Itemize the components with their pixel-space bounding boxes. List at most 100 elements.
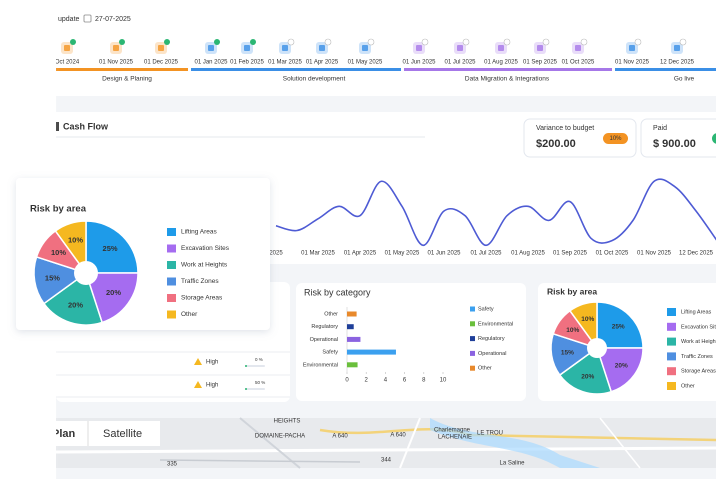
milestone-icon-glyph (208, 45, 214, 51)
kpi-value: $ 900.00 (653, 138, 696, 150)
milestone-date: 01 May 2025 (348, 60, 383, 66)
phase-bar (404, 68, 612, 71)
slice-label: 25% (612, 324, 625, 331)
milestone-icon-glyph (113, 45, 119, 51)
progress-track (245, 365, 265, 367)
floating-card: Risk by area 25% 20% 20% 15% 10%10% Lifting Ar… (16, 178, 270, 330)
x-tick-label: 12 Dec 2025 (679, 251, 714, 257)
legend-label: Other (681, 383, 695, 389)
milestone-date: Oct 2024 (55, 60, 80, 66)
legend-swatch (470, 350, 475, 356)
milestone-icon-glyph (498, 45, 504, 51)
pie-slice (595, 347, 644, 393)
slice-label: 20% (581, 373, 594, 380)
map-label: A 640 (390, 433, 406, 439)
legend-swatch (167, 277, 176, 286)
milestone-check (70, 39, 76, 45)
x-tick-label: 01 Jul 2025 (470, 251, 502, 257)
kpi-badge (603, 133, 628, 144)
milestone-date: 01 Nov 2025 (99, 60, 134, 66)
x-tick-label: 01 Oct 2025 (596, 251, 629, 257)
phase-label: Solution development (283, 76, 346, 83)
legend-swatch (167, 228, 176, 236)
slice-label: 15% (561, 349, 574, 356)
milestone-check (119, 39, 125, 45)
kpi-badge (712, 133, 716, 144)
x-tick-label: 0 (345, 378, 349, 384)
legend-swatch (667, 337, 676, 346)
progress-track (245, 388, 265, 390)
map-road (399, 417, 421, 469)
legend-swatch (167, 294, 176, 302)
legend-swatch (470, 365, 475, 371)
legend-label: Storage Areas (681, 369, 716, 375)
legend-label: Safety (478, 306, 494, 312)
pie-slice (568, 301, 598, 351)
category-label: Safety (322, 350, 338, 356)
phase-label: Data Migration & Integrations (465, 76, 550, 83)
progress-fill (245, 388, 247, 390)
x-tick-label: 01 Nov 2025 (637, 251, 672, 257)
map-label: A 640 (332, 434, 348, 440)
chart-title: Cash Flow (63, 121, 109, 131)
x-tick-label: 2 (365, 378, 369, 384)
risk-level: High (206, 383, 218, 389)
map-button[interactable]: Plan (52, 428, 76, 440)
milestone-icon-glyph (319, 45, 325, 51)
x-tick-label: 01 May 2025 (385, 251, 420, 257)
milestone-icon-glyph (629, 45, 635, 51)
x-tick-label: 8 (422, 378, 426, 384)
legend-label: Excavation Sites (181, 245, 230, 252)
x-tick-label: 01 Jun 2025 (427, 251, 461, 257)
legend-swatch (470, 321, 475, 327)
legend-swatch (167, 261, 176, 269)
risk-progress: 0 % (255, 357, 263, 362)
map-label: La Saline (499, 461, 525, 467)
map-road (239, 417, 301, 469)
milestone-check (164, 39, 170, 45)
legend-swatch (667, 308, 676, 316)
legend-swatch (667, 382, 676, 390)
milestone-icon-glyph (64, 45, 70, 51)
legend-swatch (167, 310, 176, 319)
legend-swatch (667, 367, 676, 376)
risk-progress: 50 % (255, 380, 265, 385)
cashflow-line (275, 178, 716, 247)
slice-label: 10% (51, 248, 66, 257)
category-label: Operational (310, 337, 338, 343)
update-date: 27-07-2025 (95, 16, 131, 23)
milestone-icon-glyph (575, 45, 581, 51)
pie-hole (587, 338, 607, 358)
map-road (56, 446, 716, 454)
legend-label: Traffic Zones (681, 354, 713, 360)
progress-fill (245, 365, 247, 367)
bar (347, 311, 357, 317)
x-tick-label: 10 (440, 378, 447, 384)
milestone-date: 01 Dec 2025 (144, 60, 179, 66)
chart-title: Risk by area (30, 204, 87, 215)
slice-label: 20% (68, 300, 83, 309)
map-label: LE TROU (477, 431, 503, 437)
legend-swatch (667, 322, 676, 331)
warning-icon (194, 358, 202, 365)
category-label: Regulatory (311, 324, 338, 330)
milestone-date: 01 Jul 2025 (444, 60, 476, 66)
milestone-icon-glyph (416, 45, 422, 51)
milestone-pending (542, 38, 550, 46)
legend-swatch (667, 352, 676, 361)
map-button[interactable]: Satellite (103, 428, 142, 440)
pie-slice (558, 346, 613, 395)
map-label: 344 (381, 458, 392, 464)
chart-title: Risk by area (547, 286, 597, 296)
legend-label: Work at Heights (181, 262, 228, 269)
milestone-date: 01 Oct 2025 (562, 60, 595, 66)
pie-slice (84, 272, 139, 324)
legend-label: Traffic Zones (181, 278, 219, 285)
legend-swatch (470, 306, 475, 312)
legend-swatch (470, 336, 475, 342)
x-tick-label: 2025 (269, 251, 283, 257)
pie-slice (596, 301, 644, 349)
slice-label: 20% (615, 362, 628, 369)
